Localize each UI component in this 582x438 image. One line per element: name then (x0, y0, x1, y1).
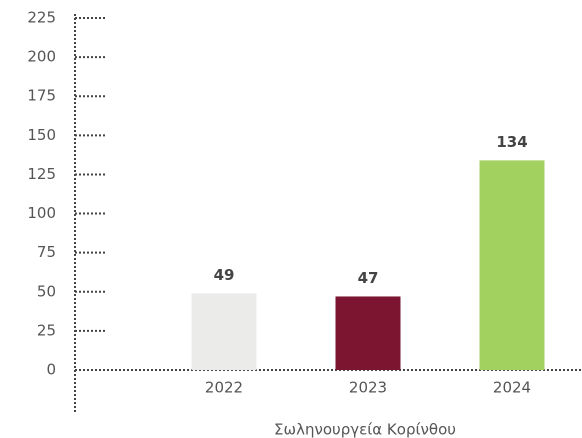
x-axis-label: Σωληνουργεία Κορίνθου (274, 421, 456, 438)
y-tick-label: 125 (27, 165, 56, 183)
y-tick-label: 225 (27, 9, 56, 27)
y-tick-label: 200 (27, 48, 56, 66)
bar (479, 160, 545, 370)
y-tick-label: 100 (27, 204, 56, 222)
data-label: 47 (358, 269, 379, 287)
y-tick-label: 75 (37, 243, 56, 261)
data-label: 49 (214, 266, 235, 284)
bar (191, 293, 257, 370)
data-label: 134 (496, 133, 527, 151)
y-tick-label: 150 (27, 126, 56, 144)
y-tick-label: 25 (37, 321, 56, 339)
y-tick-label: 175 (27, 87, 56, 105)
x-tick-label: 2024 (493, 379, 531, 397)
y-tick-label: 0 (46, 361, 56, 379)
x-tick-label: 2023 (349, 379, 387, 397)
y-tick-label: 50 (37, 282, 56, 300)
bar (335, 296, 401, 370)
x-tick-label: 2022 (205, 379, 243, 397)
